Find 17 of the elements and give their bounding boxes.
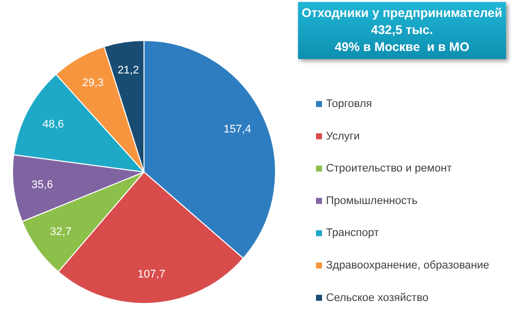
- legend-label: Транспорт: [326, 227, 379, 240]
- legend-label: Торговля: [326, 98, 372, 110]
- data-label: 35,6: [32, 179, 53, 192]
- data-label: 48,6: [42, 118, 64, 130]
- data-label: 107,7: [138, 268, 166, 280]
- legend-label: Сельское хозяйство: [326, 292, 428, 304]
- chart-subtitle: 432,5 тыс.: [370, 22, 434, 39]
- data-label: 29,3: [82, 77, 104, 90]
- legend-label: Услуги: [326, 130, 360, 142]
- data-label: 21,2: [118, 64, 139, 77]
- legend-label: Строительство и ремонт: [326, 162, 452, 175]
- chart-title: Отходники у предпринимателей: [300, 5, 504, 22]
- text: 49% в Москве и в МО: [334, 39, 470, 56]
- legend-label: Здравоохранение, образование: [326, 260, 490, 272]
- legend-label: Промышленность: [326, 194, 418, 207]
- data-label: 32,7: [50, 226, 72, 238]
- data-label: 157,4: [224, 124, 252, 136]
